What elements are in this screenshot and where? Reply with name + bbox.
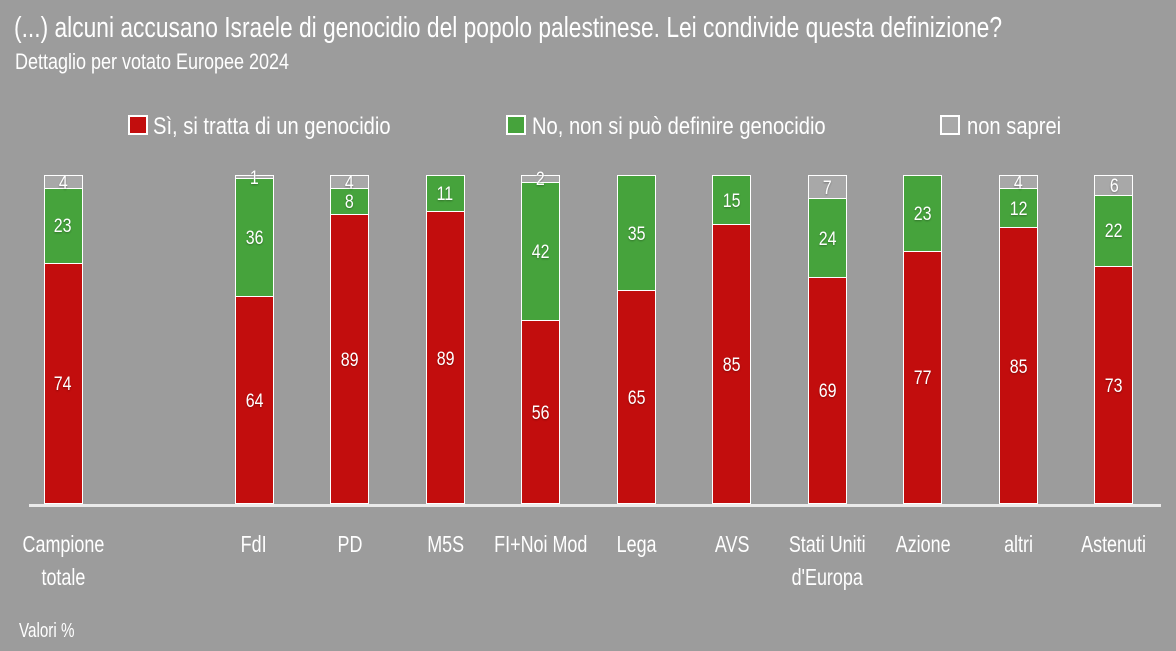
x-axis-label-6: Lega (616, 530, 657, 557)
bar-value-label-non_saprei: 7 (822, 177, 832, 199)
page-title-text: (...) alcuni accusano Israele di genocid… (14, 12, 1003, 44)
legend-swatch-no (506, 115, 526, 135)
legend-swatch-ns (940, 115, 960, 135)
x-axis-label-5: FI+Noi Mod (494, 530, 588, 557)
bar-segment-si (521, 319, 561, 504)
bar-10: 85 12 4 (998, 173, 1038, 504)
x-axis-label-4: M5S (426, 530, 464, 557)
bar-5: 56 42 2 (521, 170, 561, 504)
bar-value-label-si: 64 (245, 390, 263, 412)
bar-value-label-si: 89 (340, 350, 359, 372)
bar-11: 73 22 6 (1094, 175, 1134, 504)
bar-segment-no (712, 175, 752, 225)
bar-segment-no (903, 175, 943, 251)
x-axis-label-2: FdI (241, 530, 268, 557)
bar-segment-no (616, 175, 656, 291)
bar-9: 77 23 (903, 175, 943, 504)
bar-segment-si (807, 277, 847, 504)
x-axis-label-7: AVS (714, 530, 750, 557)
legend-label-si: Sì, si tratta di un genocidio (152, 112, 436, 140)
bar-value-label-no: 36 (245, 227, 263, 249)
bar-value-label-si: 69 (818, 381, 837, 403)
bar-segment-si (43, 262, 83, 504)
bar-value-label-non_saprei: 1 (249, 167, 259, 189)
page-subtitle: Dettaglio per votato Europee 2024 (15, 51, 350, 73)
legend-label-no-text: No, non si può definire genocidio (532, 112, 826, 140)
footnote-text: Valori % (19, 619, 75, 642)
bar-segment-no (998, 188, 1038, 228)
bar-segment-si (712, 224, 752, 504)
bar-segment-si (330, 214, 370, 504)
bar-4: 89 11 (425, 175, 465, 504)
bar-value-label-si: 74 (54, 374, 72, 396)
x-axis-label-8: Stati Uniti d'Europa (788, 530, 866, 590)
bar-segment-si (998, 227, 1038, 504)
x-axis-label-9: Azione (895, 530, 951, 557)
x-axis-label-1: Campione totale (22, 530, 104, 590)
x-axis-label-11: Astenuti (1081, 530, 1147, 557)
bar-1: 74 23 4 (43, 173, 83, 504)
x-axis-label-3: PD (337, 530, 363, 557)
page-title: (...) alcuni accusano Israele di genocid… (14, 14, 1176, 43)
bar-value-label-si: 77 (914, 368, 932, 390)
bar-value-label-si: 85 (1009, 356, 1028, 378)
bar-value-label-si: 65 (627, 388, 646, 410)
bar-segment-no (234, 178, 274, 296)
bar-7: 85 15 (712, 175, 752, 504)
bar-segment-no (1094, 194, 1134, 267)
footnote: Valori % (19, 621, 92, 641)
x-axis-line (29, 504, 1161, 507)
bar-segment-non_saprei (330, 175, 370, 189)
bar-segment-non_saprei (1094, 175, 1134, 195)
bar-2: 64 36 1 (234, 168, 274, 504)
bar-value-label-no: 24 (818, 228, 837, 250)
bar-value-label-no: 8 (345, 192, 355, 214)
bar-value-label-si: 89 (436, 348, 455, 370)
x-axis-label-10: altri (1003, 530, 1033, 557)
bar-segment-no (521, 181, 561, 320)
bar-segment-si (616, 290, 656, 504)
bar-value-label-non_saprei: 2 (536, 169, 546, 191)
legend-swatch-si (128, 115, 148, 135)
bar-segment-si (1094, 266, 1134, 504)
bar-segment-si (425, 211, 465, 504)
bar-6: 65 35 (616, 175, 656, 504)
page-subtitle-text: Dettaglio per votato Europee 2024 (15, 49, 290, 74)
bar-segment-no (330, 188, 370, 215)
bar-segment-no (425, 175, 465, 212)
bar-value-label-no: 23 (914, 203, 932, 225)
bar-value-label-non_saprei: 4 (58, 172, 68, 194)
bar-segment-non_saprei (43, 175, 83, 189)
bar-value-label-si: 56 (531, 402, 550, 424)
bar-segment-non_saprei (234, 175, 274, 179)
bar-value-label-no: 22 (1105, 221, 1123, 243)
bar-segment-no (43, 188, 83, 263)
bar-value-label-no: 15 (722, 190, 741, 212)
bar-value-label-non_saprei: 6 (1109, 175, 1119, 197)
bar-value-label-non_saprei: 4 (345, 172, 355, 194)
bar-value-label-no: 35 (627, 223, 646, 245)
bar-8: 69 24 7 (807, 175, 847, 504)
legend-label-ns: non saprei (967, 112, 1079, 140)
legend-label-si-text: Sì, si tratta di un genocidio (152, 112, 391, 140)
bar-segment-non_saprei (807, 175, 847, 199)
bar-3: 89 8 4 (330, 173, 370, 504)
bar-value-label-no: 23 (54, 216, 72, 238)
bar-segment-si (234, 295, 274, 504)
bar-value-label-non_saprei: 4 (1013, 172, 1023, 194)
bar-segment-si (903, 250, 943, 504)
bar-segment-non_saprei (521, 175, 561, 182)
bar-value-label-no: 11 (436, 184, 454, 206)
bar-segment-non_saprei (998, 175, 1038, 189)
bar-value-label-no: 12 (1009, 198, 1028, 220)
bar-value-label-si: 85 (722, 355, 741, 377)
bar-value-label-si: 73 (1105, 376, 1123, 398)
legend-label-no: No, non si può definire genocidio (532, 112, 882, 140)
bar-segment-no (807, 198, 847, 277)
bar-value-label-no: 42 (531, 241, 550, 263)
legend-label-ns-text: non saprei (967, 112, 1062, 140)
